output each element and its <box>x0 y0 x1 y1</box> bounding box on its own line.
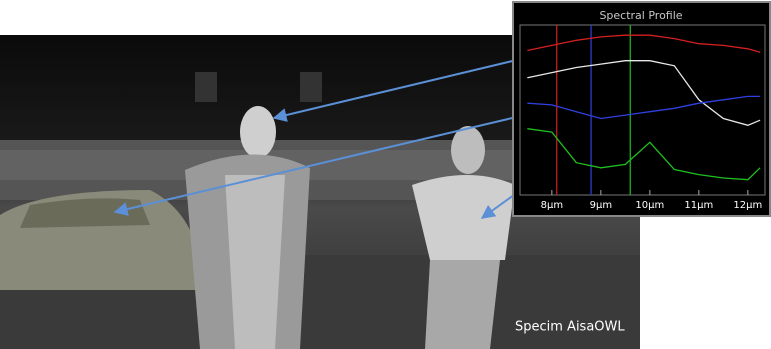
caption: Specim AisaOWL <box>515 320 625 335</box>
x-tick-label: 10µm <box>635 200 664 211</box>
screenshot: Specim AisaOWL Spectral Profile 8µm 9µm 10… <box>0 0 771 349</box>
x-tick-label: 9µm <box>590 200 612 211</box>
x-tick-label: 12µm <box>733 200 762 211</box>
x-tick-label: 8µm <box>541 200 563 211</box>
spectral-chart: Spectral Profile 8µm 9µm 10µm 11µm 12µm <box>513 2 770 216</box>
chart-frame <box>513 2 770 216</box>
x-tick-label: 11µm <box>684 200 713 211</box>
chart-title: Spectral Profile <box>599 9 682 22</box>
